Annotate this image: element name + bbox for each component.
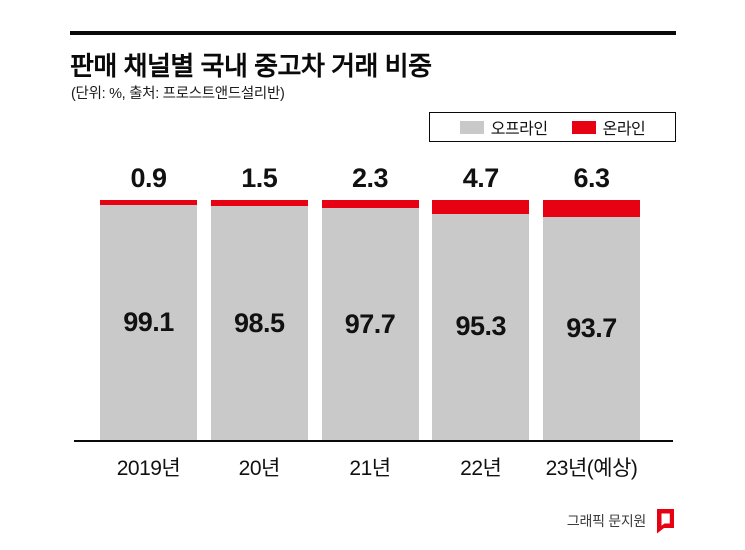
offline-swatch-icon [459,120,484,134]
bar-column-20: 1.5 98.5 [210,158,308,440]
offline-value-label: 93.7 [566,313,617,344]
bar-chart: 0.9 99.1 1.5 98.5 2.3 97.7 [100,158,640,440]
legend: 오프라인 온라인 [429,112,676,142]
stacked-bar: 98.5 [210,200,308,440]
chart-subtitle: (단위: %, 출처: 프로스트앤드설리반) [71,86,285,102]
bar-column-21: 2.3 97.7 [321,158,419,440]
x-axis-line [74,440,673,442]
online-segment [321,200,419,209]
x-tick-label: 21년 [349,457,391,480]
title-rule [70,31,676,35]
graphic-credit: 그래픽 문지원 [566,513,646,529]
online-value-label: 2.3 [351,163,389,193]
x-tick-label: 22년 [460,457,502,480]
online-value-label: 6.3 [573,163,610,193]
offline-segment: 93.7 [543,217,640,440]
offline-value-label: 95.3 [455,311,507,342]
online-segment [543,200,640,218]
stacked-bar: 97.7 [321,200,419,440]
stacked-bar: 93.7 [543,200,640,440]
online-swatch-icon [571,120,596,134]
offline-segment: 97.7 [321,208,419,440]
offline-value-label: 99.1 [123,307,174,338]
online-segment [100,200,197,206]
page-title: 판매 채널별 국내 중고차 거래 비중 [70,51,432,81]
x-tick-label: 2019년 [116,457,181,480]
x-tick-label: 20년 [238,457,281,480]
online-value-label: 0.9 [130,163,167,193]
online-value-label: 4.7 [462,163,500,193]
x-tick-label: 23년(예상) [545,457,638,480]
offline-segment: 98.5 [210,206,308,440]
offline-value-label: 98.5 [233,307,285,338]
online-segment [432,200,530,214]
offline-segment: 99.1 [100,205,197,440]
credit-footer: 그래픽 문지원 [567,508,675,534]
legend-online-label: 온라인 [602,121,646,138]
x-axis-labels: 2019년 20년 21년 22년 23년(예상) [100,452,640,482]
bar-column-22: 4.7 95.3 [432,158,530,440]
online-segment [210,200,308,207]
publisher-logo-icon [657,509,674,534]
bar-column-23: 6.3 93.7 [543,158,640,440]
stacked-bar: 95.3 [432,200,530,440]
online-value-label: 1.5 [241,163,278,193]
stacked-bar: 99.1 [100,200,197,440]
legend-offline-label: 오프라인 [490,121,548,138]
offline-segment: 95.3 [432,213,530,440]
bar-column-2019: 0.9 99.1 [100,158,197,440]
offline-value-label: 97.7 [344,308,396,339]
